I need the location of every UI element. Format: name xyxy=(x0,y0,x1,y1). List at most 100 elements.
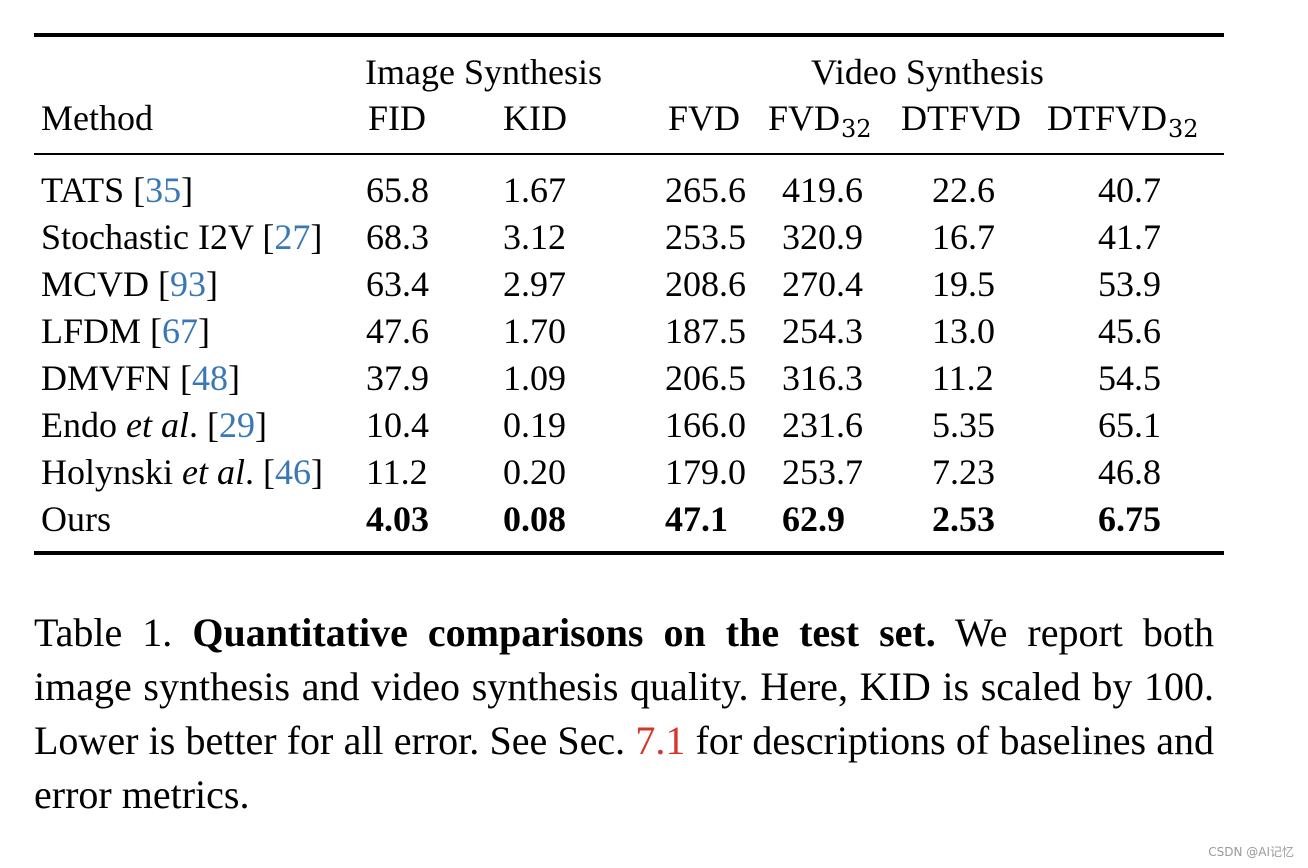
value-dtfvd: 13.0 xyxy=(932,311,995,351)
citation-link[interactable]: 29 xyxy=(218,405,255,445)
value-kid: 0.08 xyxy=(503,499,566,539)
table-top-rule xyxy=(34,33,1224,37)
value-fvd32: 62.9 xyxy=(782,499,845,539)
method-name: LFDM xyxy=(41,311,151,351)
method-etal-suffix: . xyxy=(245,452,263,492)
value-dtfvd: 11.2 xyxy=(932,358,994,398)
value-fvd32: 254.3 xyxy=(782,311,863,351)
value-fvd: 179.0 xyxy=(665,452,746,492)
citation-open-bracket: [ xyxy=(158,264,171,304)
method-etal-suffix: . xyxy=(188,405,207,445)
citation-link[interactable]: 35 xyxy=(145,170,182,210)
citation-link[interactable]: 48 xyxy=(192,358,229,398)
value-fvd: 206.5 xyxy=(665,358,746,398)
method-name: Stochastic I2V xyxy=(41,217,263,257)
value-dtfvd32: 65.1 xyxy=(1098,405,1161,445)
value-dtfvd32: 46.8 xyxy=(1098,452,1161,492)
value-kid: 0.20 xyxy=(503,452,566,492)
citation-close-bracket: ] xyxy=(198,311,211,351)
method-name: MCVD xyxy=(41,264,159,304)
table-row: Ours 4.03 0.08 47.1 62.9 2.53 6.75 xyxy=(0,499,1308,539)
value-fvd32: 316.3 xyxy=(782,358,863,398)
citation-open-bracket: [ xyxy=(206,405,219,445)
caption-title: Quantitative comparisons on the test set… xyxy=(192,610,936,655)
table-row: LFDM [67] 47.6 1.70 187.5 254.3 13.0 45.6 xyxy=(0,311,1308,351)
value-kid: 1.09 xyxy=(503,358,566,398)
citation-open-bracket: [ xyxy=(133,170,146,210)
value-fvd: 208.6 xyxy=(665,264,746,304)
value-fvd: 166.0 xyxy=(665,405,746,445)
citation-close-bracket: ] xyxy=(254,405,267,445)
value-fvd32: 320.9 xyxy=(782,217,863,257)
col-dtfvd: DTFVD xyxy=(901,98,1022,138)
citation-link[interactable]: 27 xyxy=(274,217,311,257)
value-fid: 68.3 xyxy=(366,217,429,257)
header-image-synthesis: Image Synthesis xyxy=(365,52,602,92)
value-fvd: 265.6 xyxy=(665,170,746,210)
col-fid: FID xyxy=(368,98,427,138)
table-row: Stochastic I2V [27] 68.3 3.12 253.5 320.9 16.… xyxy=(0,217,1308,257)
method-cell: Holynski et al. [46] xyxy=(41,452,323,492)
header-video-synthesis: Video Synthesis xyxy=(811,52,1044,92)
value-fvd32: 419.6 xyxy=(782,170,863,210)
value-dtfvd: 7.23 xyxy=(932,452,995,492)
value-dtfvd: 5.35 xyxy=(932,405,995,445)
value-fvd32: 253.7 xyxy=(782,452,863,492)
value-fid: 10.4 xyxy=(366,405,429,445)
method-name: Ours xyxy=(41,499,111,539)
citation-open-bracket: [ xyxy=(262,217,275,257)
col-kid: KID xyxy=(503,98,567,138)
citation-close-bracket: ] xyxy=(206,264,219,304)
value-fvd: 187.5 xyxy=(665,311,746,351)
method-cell: TATS [35] xyxy=(41,170,193,210)
method-cell: MCVD [93] xyxy=(41,264,218,304)
method-cell: Endo et al. [29] xyxy=(41,405,267,445)
citation-close-bracket: ] xyxy=(228,358,241,398)
table-row: DMVFN [48] 37.9 1.09 206.5 316.3 11.2 54.5 xyxy=(0,358,1308,398)
value-fvd32: 270.4 xyxy=(782,264,863,304)
value-kid: 1.70 xyxy=(503,311,566,351)
method-etal: et al xyxy=(126,405,189,445)
section-reference-link[interactable]: 7.1 xyxy=(635,718,686,763)
table-row: MCVD [93] 63.4 2.97 208.6 270.4 19.5 53.9 xyxy=(0,264,1308,304)
value-dtfvd32: 41.7 xyxy=(1098,217,1161,257)
citation-open-bracket: [ xyxy=(150,311,163,351)
method-etal: et al xyxy=(182,452,245,492)
value-dtfvd32: 45.6 xyxy=(1098,311,1161,351)
citation-close-bracket: ] xyxy=(310,217,323,257)
value-dtfvd: 16.7 xyxy=(932,217,995,257)
value-fvd: 253.5 xyxy=(665,217,746,257)
caption-text-after: for descriptions of baselines and error … xyxy=(34,718,1215,817)
caption-label: Table 1. xyxy=(34,610,173,655)
method-cell: LFDM [67] xyxy=(41,311,210,351)
caption-text-before: We report both image synthesis and video… xyxy=(34,610,1215,763)
table-bottom-rule xyxy=(34,551,1224,555)
value-fid: 37.9 xyxy=(366,358,429,398)
table-row: TATS [35] 65.8 1.67 265.6 419.6 22.6 40.7 xyxy=(0,170,1308,210)
value-kid: 3.12 xyxy=(503,217,566,257)
col-fvd: FVD xyxy=(668,98,741,138)
value-fid: 63.4 xyxy=(366,264,429,304)
value-dtfvd: 22.6 xyxy=(932,170,995,210)
citation-link[interactable]: 46 xyxy=(275,452,311,492)
value-dtfvd32: 53.9 xyxy=(1098,264,1161,304)
method-cell: DMVFN [48] xyxy=(41,358,240,398)
value-dtfvd: 2.53 xyxy=(932,499,995,539)
col-method: Method xyxy=(41,98,153,138)
citation-close-bracket: ] xyxy=(311,452,323,492)
method-cell: Stochastic I2V [27] xyxy=(41,217,322,257)
value-kid: 1.67 xyxy=(503,170,566,210)
value-fvd32: 231.6 xyxy=(782,405,863,445)
value-dtfvd32: 40.7 xyxy=(1098,170,1161,210)
value-fvd: 47.1 xyxy=(665,499,728,539)
method-name: TATS xyxy=(41,170,134,210)
citation-link[interactable]: 93 xyxy=(170,264,207,304)
citation-link[interactable]: 67 xyxy=(162,311,199,351)
col-dtfvd32: DTFVD32 xyxy=(1047,98,1199,143)
citation-open-bracket: [ xyxy=(180,358,193,398)
citation-close-bracket: ] xyxy=(181,170,194,210)
table-caption: Table 1. Quantitative comparisons on the… xyxy=(34,606,1214,822)
method-name: DMVFN xyxy=(41,358,181,398)
table-header-rule xyxy=(34,153,1224,155)
value-dtfvd32: 6.75 xyxy=(1098,499,1161,539)
